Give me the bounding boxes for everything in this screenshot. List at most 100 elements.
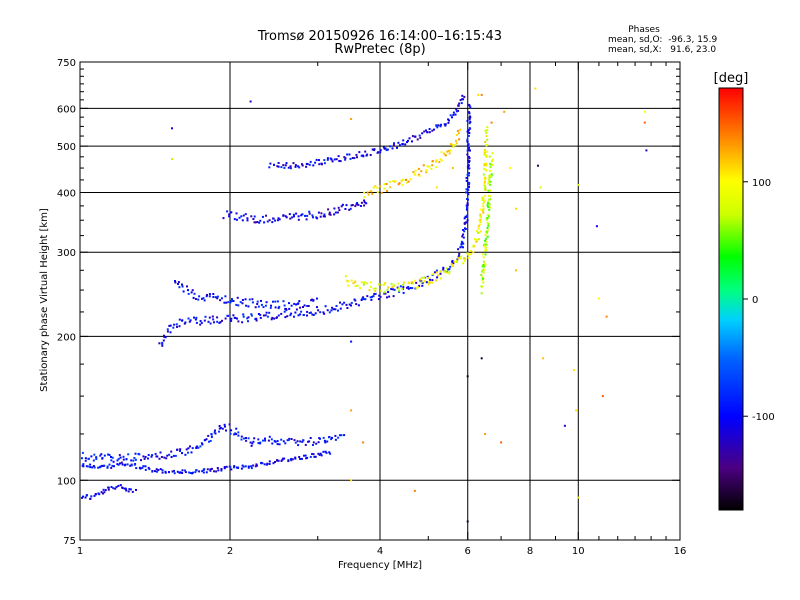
echo-point — [397, 282, 400, 285]
echo-point — [643, 110, 646, 113]
echo-point — [323, 215, 326, 218]
echo-point — [313, 455, 316, 458]
echo-point — [483, 150, 486, 153]
echo-point — [199, 445, 202, 448]
echo-point — [455, 110, 458, 113]
echo-point — [463, 230, 466, 233]
echo-point — [490, 173, 493, 176]
echo-point — [334, 434, 337, 437]
echo-point — [110, 456, 112, 458]
echo-point — [250, 314, 253, 317]
echo-point — [274, 461, 276, 463]
echo-point — [88, 457, 90, 460]
x-tick-label: 16 — [674, 546, 687, 557]
echo-point — [131, 490, 134, 493]
echo-point — [231, 298, 233, 301]
echo-point — [376, 186, 379, 189]
echo-point — [465, 191, 467, 194]
echo-point — [449, 265, 452, 268]
echo-point — [125, 458, 128, 461]
echo-point — [219, 321, 222, 324]
echo-point — [314, 161, 317, 164]
echo-point — [290, 304, 293, 307]
echo-point — [392, 180, 395, 182]
echo-point — [465, 204, 468, 207]
echo-point — [300, 310, 303, 313]
echo-point — [195, 447, 198, 449]
echo-point — [341, 303, 344, 306]
echo-point — [107, 486, 110, 489]
echo-point — [473, 245, 476, 248]
echo-point — [237, 466, 240, 469]
echo-point — [385, 149, 388, 152]
echo-point — [339, 301, 341, 304]
echo-point — [293, 302, 296, 305]
echo-point — [316, 297, 318, 300]
echo-point — [247, 465, 250, 468]
echo-point — [452, 261, 455, 264]
echo-point — [268, 435, 271, 438]
echo-point — [348, 303, 351, 306]
echo-point — [209, 469, 212, 472]
echo-point — [422, 164, 425, 167]
echo-point — [203, 299, 206, 302]
echo-point — [605, 315, 608, 318]
echo-point — [369, 154, 372, 156]
echo-point — [488, 178, 491, 181]
echo-point — [390, 288, 393, 291]
echo-point — [323, 439, 326, 442]
echo-point — [244, 213, 247, 216]
echo-point — [276, 459, 279, 462]
echo-point — [222, 217, 225, 220]
echo-point — [209, 439, 212, 442]
echo-point — [85, 465, 88, 468]
chart-subtitle: RwPretec (8p) — [334, 42, 425, 57]
echo-point — [405, 178, 408, 181]
echo-point — [244, 465, 247, 468]
echo-point — [479, 221, 482, 224]
echo-point — [247, 466, 250, 469]
echo-point — [208, 293, 211, 296]
echo-point — [488, 176, 491, 179]
echo-point — [409, 287, 412, 289]
echo-point — [483, 164, 486, 167]
echo-point — [271, 221, 274, 224]
echo-point — [208, 440, 210, 443]
echo-point — [92, 465, 95, 467]
echo-point — [161, 341, 164, 344]
echo-point — [466, 520, 469, 523]
echo-point — [286, 315, 289, 318]
echo-point — [377, 151, 380, 154]
echo-point — [440, 159, 443, 162]
echo-point — [134, 452, 137, 455]
echo-point — [93, 466, 96, 469]
echo-point — [189, 472, 192, 474]
echo-point — [350, 279, 353, 282]
echo-point — [366, 153, 369, 156]
echo-point — [387, 291, 390, 293]
echo-point — [104, 489, 107, 492]
echo-point — [488, 203, 491, 206]
echo-point — [425, 169, 428, 172]
echo-point — [417, 167, 420, 170]
echo-point — [465, 215, 468, 218]
echo-point — [435, 186, 438, 189]
echo-point — [298, 456, 301, 458]
echo-point — [483, 149, 486, 152]
echo-point — [253, 437, 256, 440]
y-tick-label: 75 — [63, 536, 76, 547]
echo-point — [274, 219, 277, 222]
echo-point — [306, 456, 309, 459]
echo-point — [280, 312, 283, 315]
echo-point — [468, 146, 470, 149]
echo-point — [181, 472, 184, 474]
echo-point — [237, 434, 240, 437]
echo-point — [100, 453, 103, 456]
echo-point — [84, 496, 87, 499]
echo-point — [322, 436, 325, 439]
echo-point — [228, 423, 231, 426]
echo-point — [319, 452, 322, 455]
echo-point — [483, 200, 486, 203]
echo-point — [397, 141, 400, 144]
echo-point — [240, 215, 243, 218]
